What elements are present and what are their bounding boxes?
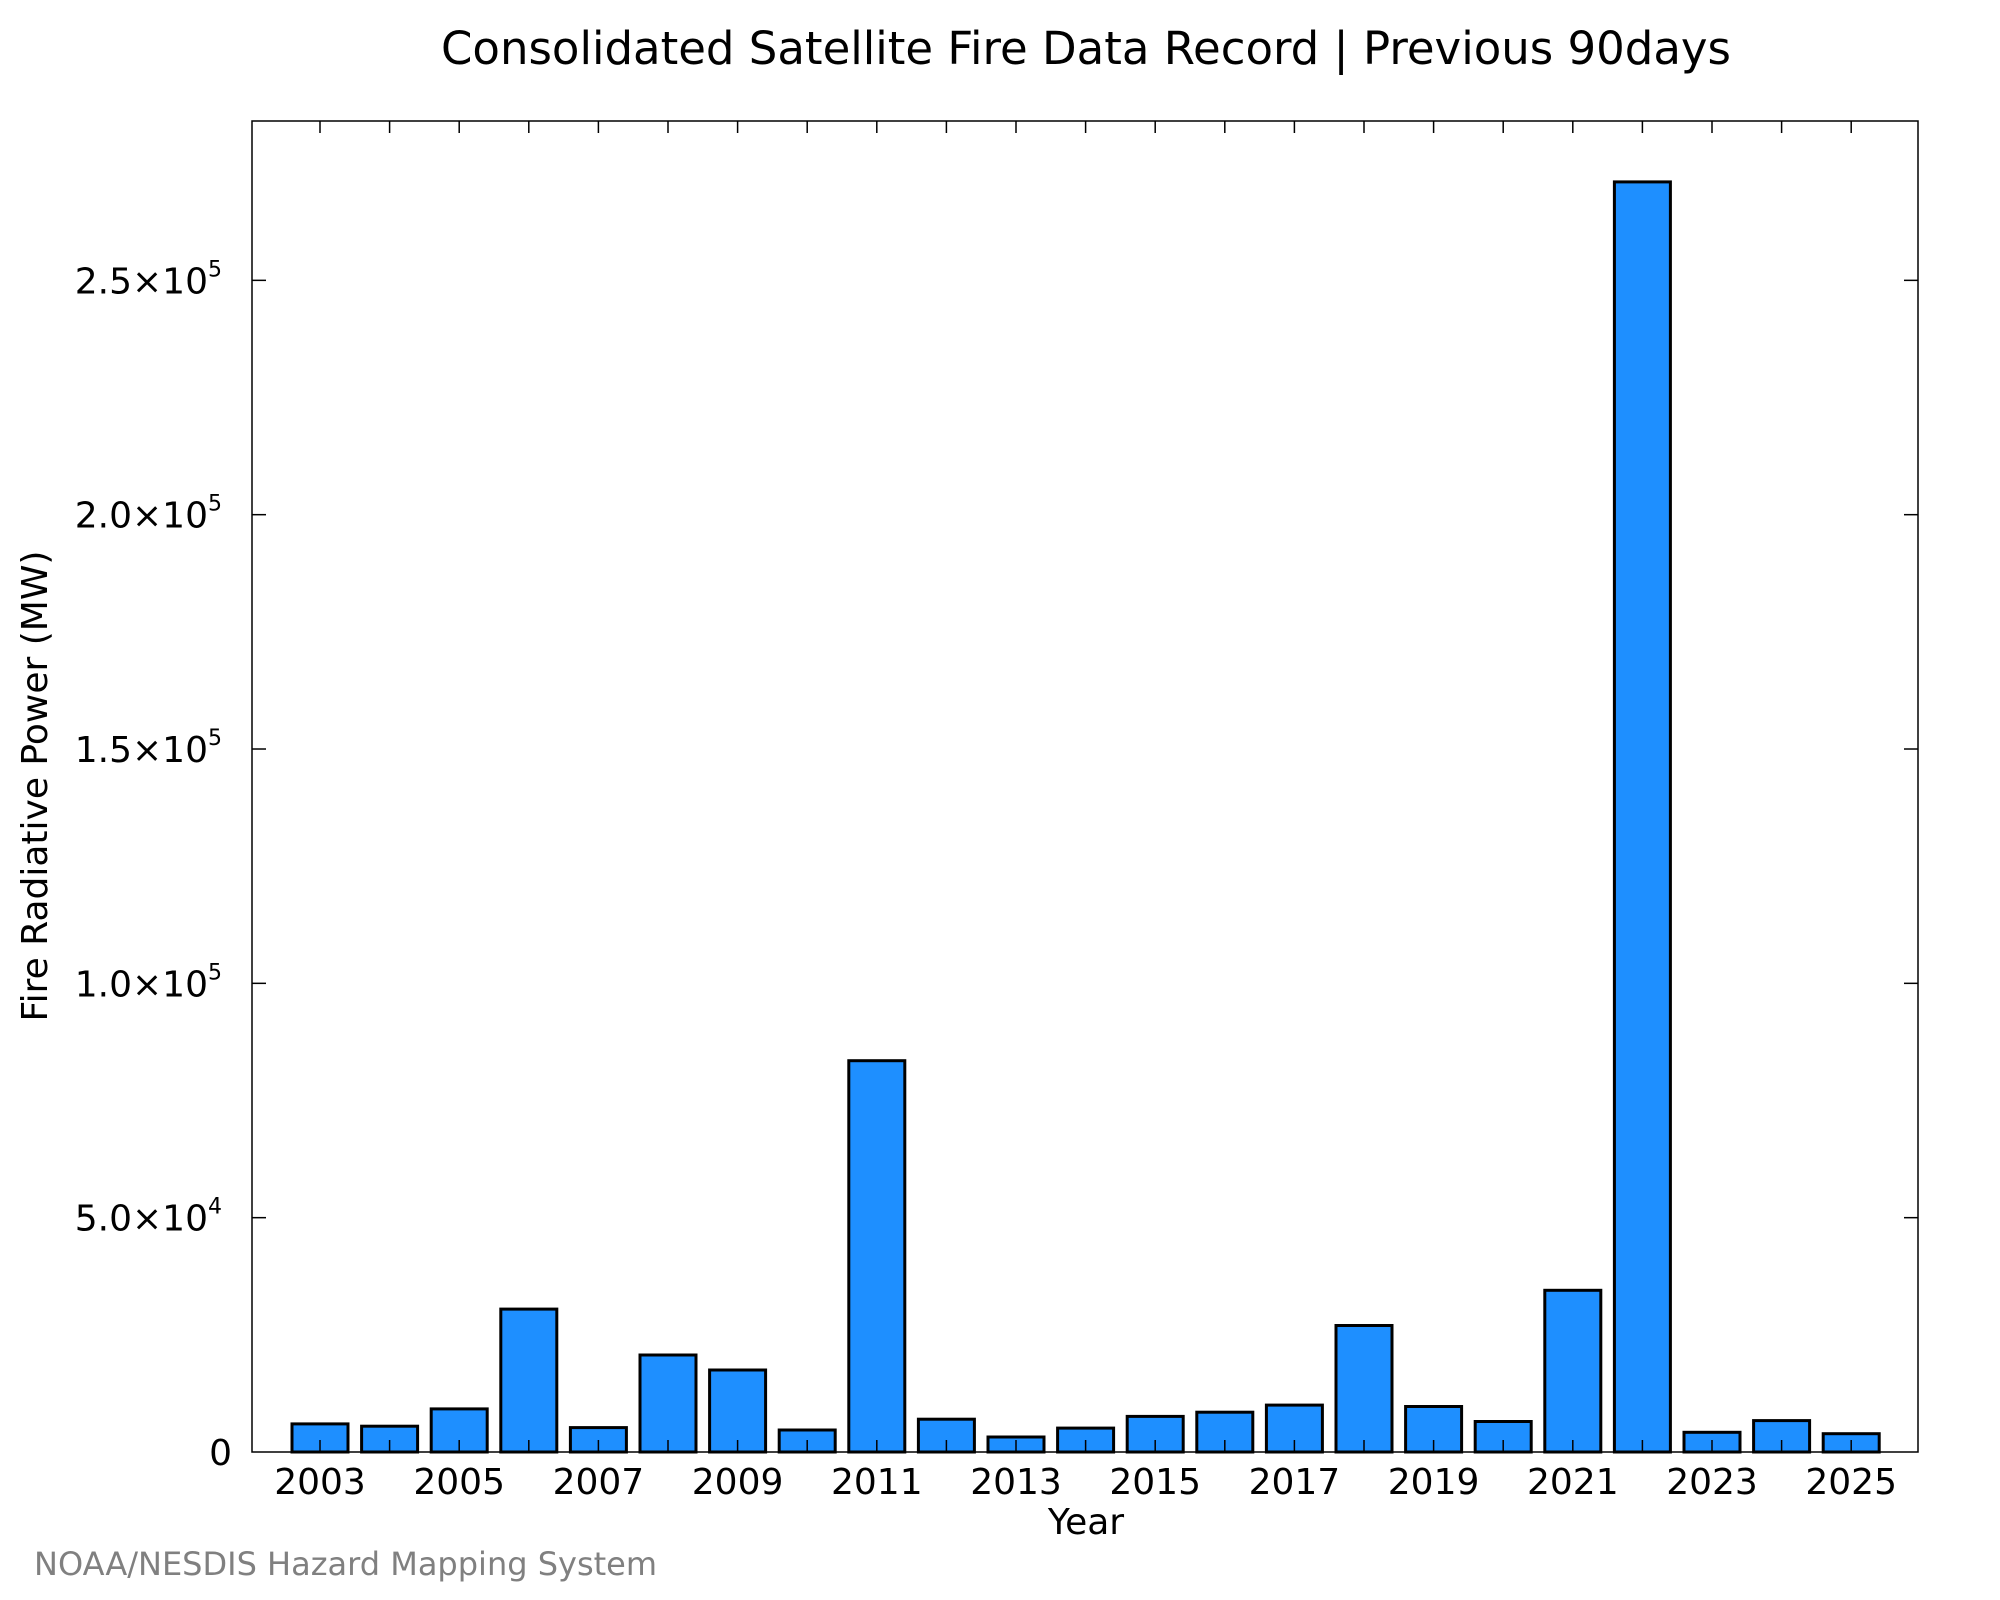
- credit-text: NOAA/NESDIS Hazard Mapping System: [34, 1545, 657, 1583]
- bar-2024: [1752, 1419, 1812, 1454]
- x-axis: 2003 2005 2007 2009 2011 2013 2015 2017 2019 2021…: [274, 121, 1897, 1503]
- x-tick-label: 2005: [413, 1462, 505, 1503]
- x-tick-label: 2015: [1109, 1462, 1201, 1503]
- bar-2021: [1543, 1288, 1603, 1454]
- x-tick-label: 2007: [553, 1462, 645, 1503]
- x-tick-label: 2017: [1249, 1462, 1341, 1503]
- x-tick-label: 2025: [1805, 1462, 1897, 1503]
- y-tick-label: 1.0×105: [75, 960, 222, 1005]
- y-tick-label: 0: [209, 1433, 232, 1474]
- x-tick-label: 2009: [692, 1462, 784, 1503]
- x-tick-label: 2023: [1666, 1462, 1758, 1503]
- bar-2022: [1612, 180, 1672, 1454]
- x-tick-label: 2003: [274, 1462, 366, 1503]
- y-tick-label: 2.5×105: [75, 257, 222, 302]
- y-tick-label: 1.5×105: [75, 726, 222, 771]
- x-tick-label: 2021: [1527, 1462, 1619, 1503]
- y-tick-label: 5.0×104: [75, 1195, 222, 1240]
- bars-group: [290, 180, 1881, 1454]
- bar-2018: [1334, 1324, 1394, 1454]
- bar-2006: [499, 1307, 559, 1454]
- y-tick-label: 2.0×105: [75, 492, 222, 537]
- x-tick-label: 2019: [1388, 1462, 1480, 1503]
- chart-title: Consolidated Satellite Fire Data Record …: [441, 22, 1731, 75]
- bar-2011: [847, 1059, 907, 1454]
- y-axis-label: Fire Radiative Power (MW): [15, 551, 56, 1022]
- y-axis: 0 5.0×104 1.0×105 1.5×105 2.0×105 2.5×105: [75, 257, 1918, 1474]
- x-tick-label: 2013: [970, 1462, 1062, 1503]
- x-tick-label: 2011: [831, 1462, 923, 1503]
- bar-2009: [708, 1368, 768, 1454]
- bar-2008: [638, 1353, 698, 1454]
- x-axis-label: Year: [1047, 1502, 1124, 1543]
